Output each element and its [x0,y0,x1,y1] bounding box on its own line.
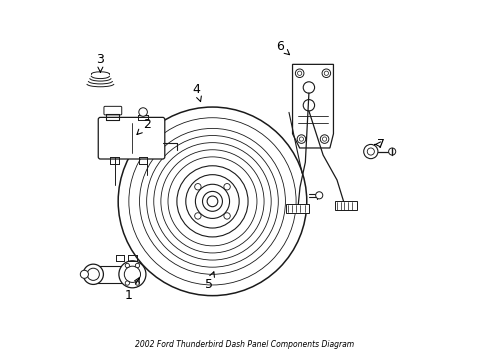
Text: 7: 7 [374,138,385,151]
Circle shape [135,264,140,267]
Circle shape [315,192,322,199]
Polygon shape [292,64,333,148]
Bar [84,270,93,278]
Circle shape [129,118,296,285]
Circle shape [125,264,129,267]
Circle shape [295,69,304,77]
Circle shape [224,213,230,219]
Circle shape [195,184,229,219]
Circle shape [146,135,278,267]
Circle shape [168,157,256,246]
Circle shape [139,108,147,116]
Circle shape [388,148,395,155]
Bar [285,204,308,213]
Circle shape [135,281,140,285]
Circle shape [119,261,145,288]
Circle shape [177,166,247,237]
Circle shape [124,266,140,282]
Circle shape [194,184,201,190]
Circle shape [161,150,264,253]
FancyBboxPatch shape [98,117,164,159]
Circle shape [207,196,217,207]
Text: 5: 5 [204,272,214,292]
Circle shape [118,107,306,296]
Circle shape [194,213,201,219]
FancyBboxPatch shape [104,106,122,115]
Circle shape [297,71,301,75]
Text: 4: 4 [192,83,201,102]
Circle shape [324,71,328,75]
Circle shape [363,144,377,159]
Text: 3: 3 [96,53,104,72]
Circle shape [153,143,271,260]
Circle shape [297,135,305,143]
Circle shape [366,148,374,155]
Bar [335,201,356,210]
Circle shape [83,264,103,284]
Circle shape [185,175,239,228]
Text: 2: 2 [137,118,150,135]
Circle shape [139,129,285,274]
Bar [93,266,132,283]
Circle shape [303,100,314,111]
Circle shape [87,268,99,280]
Circle shape [125,281,129,285]
Circle shape [322,69,330,77]
Circle shape [80,270,88,278]
Circle shape [303,82,314,93]
Text: 2002 Ford Thunderbird Dash Panel Components Diagram: 2002 Ford Thunderbird Dash Panel Compone… [135,340,353,349]
Circle shape [202,192,222,211]
Circle shape [320,135,328,143]
Circle shape [299,137,303,141]
Text: 6: 6 [276,40,289,55]
Circle shape [322,137,326,141]
Text: 1: 1 [124,278,139,302]
Circle shape [224,184,230,190]
Circle shape [145,120,158,133]
